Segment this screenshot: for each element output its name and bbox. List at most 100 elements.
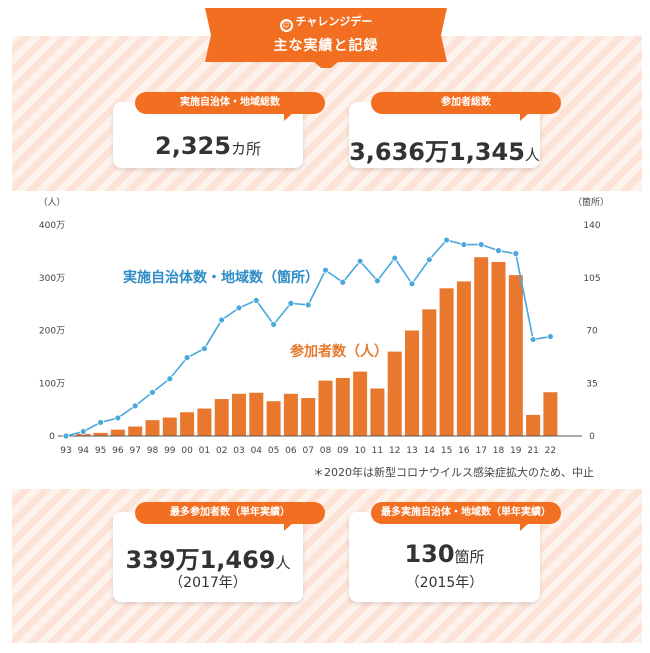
x-axis-tick: 94	[78, 446, 90, 456]
right-axis-tick: 0	[589, 432, 595, 442]
x-axis-tick: 16	[458, 446, 470, 456]
right-axis-tick: 140	[583, 221, 600, 231]
right-axis-tick: 70	[586, 327, 598, 337]
stat-year: （2017年）	[169, 575, 247, 591]
x-axis-tick: 22	[545, 446, 556, 456]
bar	[180, 412, 195, 436]
participation-chart: （人） （箇所） 0 100万 200万 300万 400万 0 35 70 105 140 93 94 9…	[38, 196, 609, 456]
stat-label-total-municipalities: 実施自治体・地域総数	[135, 92, 325, 121]
title-banner: ☺ チャレンジデー 主な実績と記録	[205, 8, 447, 68]
stat-card-max-participants: 339万1,469人 （2017年）	[113, 512, 303, 602]
line-point	[166, 375, 174, 383]
x-axis-tick: 05	[268, 446, 279, 456]
bar	[128, 426, 143, 436]
bar	[93, 432, 108, 436]
x-axis-tick: 14	[424, 446, 436, 456]
line-point	[183, 354, 191, 362]
x-axis-tick: 09	[337, 446, 349, 456]
bar	[145, 420, 160, 436]
x-axis-tick: 99	[164, 446, 176, 456]
left-axis-tick: 200万	[39, 327, 65, 337]
line-point	[287, 299, 295, 307]
right-axis-tick: 35	[586, 379, 597, 389]
bar	[491, 261, 506, 436]
x-axis-tick: 13	[406, 446, 417, 456]
stat-label-total-participants: 参加者総数	[371, 92, 561, 121]
bar	[197, 408, 212, 436]
bar	[526, 414, 541, 436]
line-point	[460, 241, 468, 248]
right-axis-unit: （箇所）	[573, 196, 609, 208]
bar	[266, 401, 281, 436]
left-axis-tick: 0	[49, 432, 55, 442]
banner-title: 主な実績と記録	[273, 38, 379, 54]
line-point	[270, 321, 278, 328]
stat-value: 2,325カ所	[155, 132, 261, 160]
line-point	[512, 250, 520, 258]
x-axis-tick: 21	[527, 446, 538, 456]
x-axis-tick: 93	[60, 446, 71, 456]
stat-value: 3,636万1,345人	[349, 138, 540, 166]
x-axis-tick: 19	[510, 446, 522, 456]
line-point	[339, 278, 347, 286]
bar	[335, 377, 350, 436]
line-point	[97, 419, 104, 426]
line-point	[408, 280, 416, 288]
line-point	[443, 236, 451, 244]
x-axis-tick: 12	[389, 446, 400, 456]
chart-footnote: ＊2020年は新型コロナウイルス感染症拡大のため、中止	[313, 466, 594, 479]
stat-label-max-participants: 最多参加者数（単年実績）	[135, 502, 325, 531]
x-axis-tick: 95	[95, 446, 106, 456]
line-point	[356, 257, 364, 265]
x-axis-tick: 11	[372, 446, 383, 456]
challenge-day-logo-icon: ☺	[279, 19, 293, 32]
line-point	[391, 254, 399, 262]
bar	[387, 351, 402, 436]
right-axis-tick: 105	[583, 274, 600, 284]
bar	[456, 281, 471, 436]
stat-value: 130箇所	[404, 540, 485, 568]
left-axis-tick: 100万	[39, 379, 65, 389]
bar	[474, 257, 489, 436]
bar	[301, 398, 316, 436]
bar	[249, 392, 264, 436]
line-point	[235, 304, 243, 312]
x-axis-tick: 07	[302, 446, 313, 456]
x-axis-tick: 17	[475, 446, 486, 456]
x-axis-tick: 00	[181, 446, 193, 456]
x-axis-tick: 06	[285, 446, 297, 456]
line-point	[477, 241, 485, 248]
line-point	[200, 345, 208, 352]
bar	[439, 288, 454, 436]
x-axis-tick: 02	[216, 446, 227, 456]
line-point	[425, 256, 433, 264]
stat-card-max-municipalities: 130箇所 （2015年）	[349, 512, 540, 602]
line-point	[114, 414, 122, 422]
x-axis-tick: 10	[354, 446, 366, 456]
bar-series-label: 参加者数（人）	[290, 343, 388, 360]
x-axis-tick: 08	[320, 446, 332, 456]
line-series-label: 実施自治体数・地域数（箇所）	[123, 269, 319, 286]
x-axis-tick: 96	[112, 446, 124, 456]
x-axis-tick: 97	[129, 446, 140, 456]
bar	[162, 417, 177, 436]
line-point	[547, 333, 554, 340]
bar	[283, 393, 298, 436]
bar	[232, 393, 246, 436]
line-point	[62, 432, 70, 440]
x-axis-tick: 03	[233, 446, 244, 456]
bar	[543, 392, 558, 436]
stat-label-max-municipalities: 最多実施自治体・地域数（単年実績）	[371, 502, 561, 531]
x-axis-tick: 04	[251, 446, 263, 456]
left-axis-unit: （人）	[38, 197, 65, 208]
left-axis-tick: 400万	[39, 221, 65, 231]
bar	[405, 330, 419, 436]
bar	[508, 275, 523, 436]
line-point	[529, 336, 537, 343]
x-axis-tick: 98	[147, 446, 159, 456]
line-point	[322, 266, 329, 274]
line-point	[304, 301, 312, 309]
line-point	[373, 277, 381, 285]
line-point	[218, 316, 226, 324]
x-axis-tick: 18	[493, 446, 505, 456]
